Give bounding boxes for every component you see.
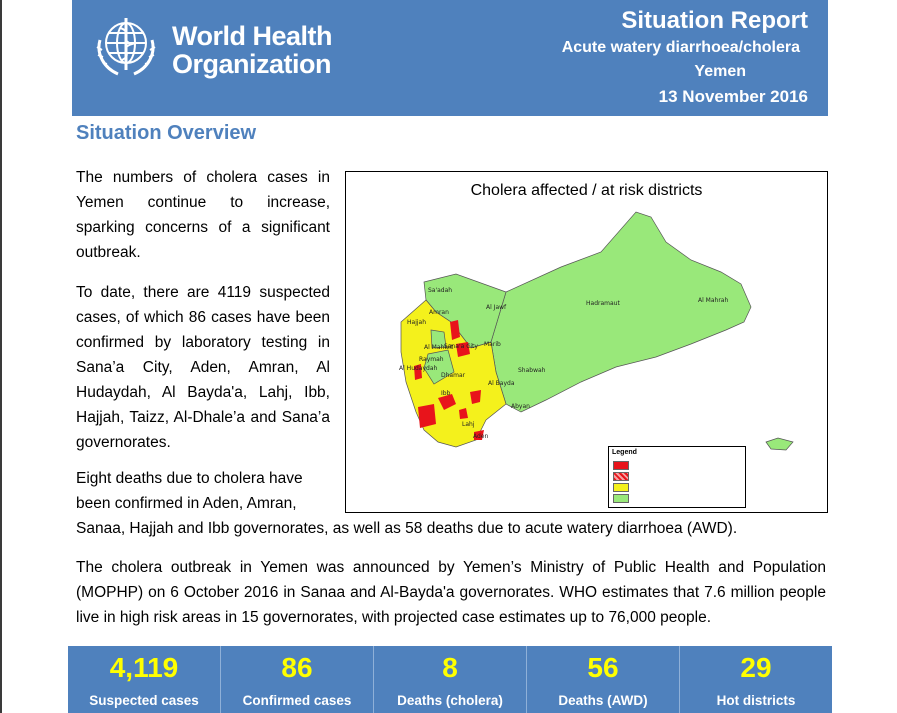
legend-title: Legend	[612, 449, 637, 456]
map-label-lahj: Lahj	[462, 421, 475, 428]
hotspot-ibb	[438, 394, 456, 410]
hotspot-taizz	[418, 404, 436, 428]
map-label-raymah: Raymah	[419, 356, 444, 363]
report-title-block: Situation Report Acute watery diarrhoea/…	[562, 6, 808, 110]
paragraph-3-line-1: Eight deaths due to cholera have	[76, 470, 303, 487]
legend-row-confirmed	[613, 461, 633, 470]
region-eastern-governorates	[490, 211, 752, 413]
map-label-saadah: Sa'adah	[428, 287, 452, 294]
paragraph-4: The cholera outbreak in Yemen was announ…	[76, 559, 826, 626]
hotspot-aden	[474, 430, 484, 440]
stat-value: 4,119	[109, 652, 179, 683]
paragraph-3-line-2: been confirmed in Aden, Amran,	[76, 495, 297, 512]
map-label-sanaa-city: Sana'a City	[444, 343, 478, 350]
stat-value: 29	[740, 652, 772, 683]
map-label-al-jawf: Al Jawf	[486, 304, 507, 311]
legend-row-suspected	[613, 472, 633, 481]
stat-hot-districts: 29 Hot districts	[679, 646, 832, 713]
paragraph-3-line-3: Sanaa, Hajjah and Ibb governorates, as w…	[76, 520, 738, 537]
stat-value: 86	[281, 652, 313, 683]
map-label-al-mahwit: Al Mahwit	[424, 344, 454, 351]
report-date: 13 November 2016	[658, 87, 808, 106]
map-label-dhamar: Dhamar	[441, 372, 466, 379]
stat-label: Hot districts	[716, 693, 796, 708]
hotspot-sanaa	[456, 342, 470, 357]
org-line-1: World Health	[172, 21, 333, 51]
legend-swatch-confirmed	[613, 461, 629, 470]
map-label-amran: Amran	[429, 309, 449, 316]
stat-deaths-awd: 56 Deaths (AWD)	[526, 646, 679, 713]
who-emblem-icon	[90, 10, 162, 82]
stat-label: Suspected cases	[89, 693, 199, 708]
map-label-al-hudaydah: Al Hudaydah	[399, 365, 438, 372]
map-label-hajjah: Hajjah	[407, 319, 426, 326]
map-title: Cholera affected / at risk districts	[470, 182, 703, 199]
stat-label: Deaths (cholera)	[397, 693, 503, 708]
hotspot-bayda	[470, 390, 481, 404]
legend-row-other	[613, 494, 633, 503]
yemen-map-svg: Sa'adah Al Jawf Hadramaut Al Mahrah Amra…	[399, 211, 794, 451]
organization-name: World Health Organization	[172, 21, 333, 79]
report-country: Yemen	[694, 63, 746, 80]
legend-swatch-high-risk	[613, 483, 629, 492]
map-label-abyan: Abyan	[511, 403, 530, 410]
hotspot-lahj	[459, 408, 468, 419]
region-dhamar-raymah	[423, 349, 455, 385]
map-label-ibb: Ibb	[441, 390, 451, 397]
map-legend: Legend	[608, 446, 746, 508]
report-header: World Health Organization Situation Repo…	[72, 0, 828, 116]
island-socotra	[765, 437, 794, 451]
paragraph-2: To date, there are 4119 suspected cases,…	[76, 284, 330, 451]
stat-label: Deaths (AWD)	[558, 693, 648, 708]
legend-swatch-suspected	[613, 472, 629, 481]
hotspot-hudaydah	[414, 364, 422, 380]
org-line-2: Organization	[172, 49, 332, 79]
map-label-hadramaut: Hadramaut	[586, 300, 620, 307]
stat-suspected-cases: 4,119 Suspected cases	[68, 646, 220, 713]
cholera-map: Cholera affected / at risk districts Sa'…	[345, 171, 828, 513]
map-label-al-bayda: Al Bayda	[488, 380, 515, 387]
section-title: Situation Overview	[76, 122, 257, 144]
stat-value: 56	[587, 652, 619, 683]
legend-swatch-other	[613, 494, 629, 503]
hotspot-amran	[450, 320, 460, 340]
stat-confirmed-cases: 86 Confirmed cases	[220, 646, 373, 713]
stat-deaths-cholera: 8 Deaths (cholera)	[373, 646, 526, 713]
stat-value: 8	[442, 652, 458, 683]
key-figures-bar: 4,119 Suspected cases 86 Confirmed cases…	[68, 646, 832, 713]
map-label-marib: Marib	[484, 341, 501, 348]
map-label-shabwah: Shabwah	[518, 367, 546, 374]
paragraph-1: The numbers of cholera cases in Yemen co…	[76, 169, 330, 261]
map-label-al-mahrah: Al Mahrah	[698, 297, 728, 304]
page-edge-line	[0, 0, 2, 713]
map-label-aden: Aden	[473, 433, 488, 440]
legend-row-high-risk	[613, 483, 633, 492]
region-mahwit	[430, 329, 447, 349]
stat-label: Confirmed cases	[242, 693, 352, 708]
report-title: Situation Report	[621, 7, 808, 34]
report-subtitle: Acute watery diarrhoea/cholera	[561, 39, 800, 56]
